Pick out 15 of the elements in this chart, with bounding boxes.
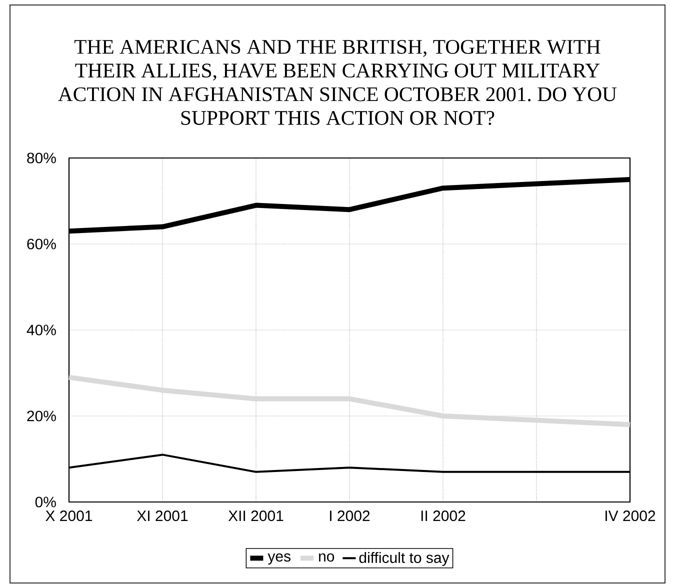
legend-label: difficult to say	[359, 552, 450, 566]
x-tick-label: XI 2001	[136, 510, 188, 522]
x-tick-label: II 2002	[421, 510, 466, 522]
x-tick-label: IV 2002	[606, 510, 656, 522]
y-tick-label: 60%	[27, 238, 56, 250]
x-tick-label: I 2002	[330, 510, 370, 522]
legend-label: no	[319, 553, 334, 562]
x-tick-label: X 2001	[46, 510, 92, 522]
y-tick-label: 0%	[35, 496, 56, 508]
y-tick-label: 80%	[27, 152, 56, 164]
y-tick-label: 20%	[27, 410, 56, 422]
x-tick-label: XII 2001	[228, 510, 284, 522]
y-tick-label: 40%	[26, 324, 56, 336]
chart-title: THE AMERICANS AND THE BRITISH, TOGETHER WITH THEIR ALLIES, HAVE BEEN CARRYING OUT MILITARY ACTION IN AFGHANISTAN SINCE OCTOBER 2001. DO YOU SUPPORT THIS ACTION OR NOT?	[58, 40, 617, 126]
legend-label: yes	[268, 553, 290, 565]
